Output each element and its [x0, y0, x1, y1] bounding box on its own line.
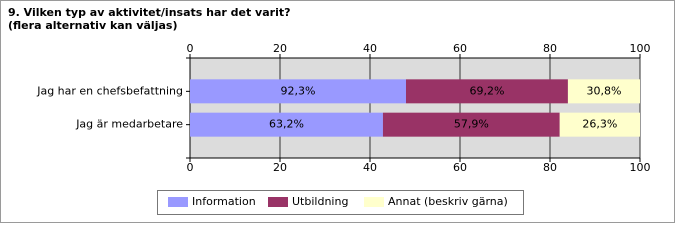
- legend-label: Utbildning: [292, 195, 348, 208]
- legend-swatch: [364, 197, 384, 207]
- value-label: 57,9%: [454, 118, 489, 131]
- page: 9. Vilken typ av aktivitet/insats har de…: [0, 0, 675, 223]
- bar-segment: [382, 112, 560, 137]
- value-label: 63,2%: [269, 118, 304, 131]
- x-tick-label: 100: [630, 42, 651, 55]
- legend-label: Annat (beskriv gärna): [388, 195, 508, 208]
- x-tick-label: 20: [273, 42, 287, 55]
- x-tick-label: 40: [363, 161, 377, 174]
- value-label: 26,3%: [582, 118, 617, 131]
- x-tick-label: 40: [363, 42, 377, 55]
- x-tick-label: 80: [543, 42, 557, 55]
- category-label: Jag är medarbetare: [75, 118, 183, 131]
- value-label: 69,2%: [469, 84, 504, 97]
- bar-segment: [405, 79, 568, 104]
- legend-swatch: [168, 197, 188, 207]
- value-label: 30,8%: [586, 84, 621, 97]
- bar-segment: [567, 79, 640, 104]
- bar-segment: [190, 112, 383, 137]
- chart-subtitle: (flera alternativ kan väljas): [8, 19, 177, 32]
- x-tick-label: 20: [273, 161, 287, 174]
- legend-box: [157, 190, 524, 215]
- x-tick-label: 80: [543, 161, 557, 174]
- legend-label: Information: [192, 195, 256, 208]
- plot-area: [190, 58, 640, 158]
- x-tick-label: 0: [187, 42, 194, 55]
- chart-title: 9. Vilken typ av aktivitet/insats har de…: [8, 6, 291, 19]
- legend-swatch: [268, 197, 288, 207]
- x-tick-label: 60: [453, 42, 467, 55]
- chart: 9. Vilken typ av aktivitet/insats har de…: [0, 0, 675, 223]
- x-tick-label: 60: [453, 161, 467, 174]
- value-label: 92,3%: [281, 84, 316, 97]
- x-tick-label: 100: [630, 161, 651, 174]
- category-label: Jag har en chefsbefattning: [36, 84, 183, 97]
- bar-segment: [559, 112, 640, 137]
- x-tick-label: 0: [187, 161, 194, 174]
- bar-segment: [190, 79, 406, 104]
